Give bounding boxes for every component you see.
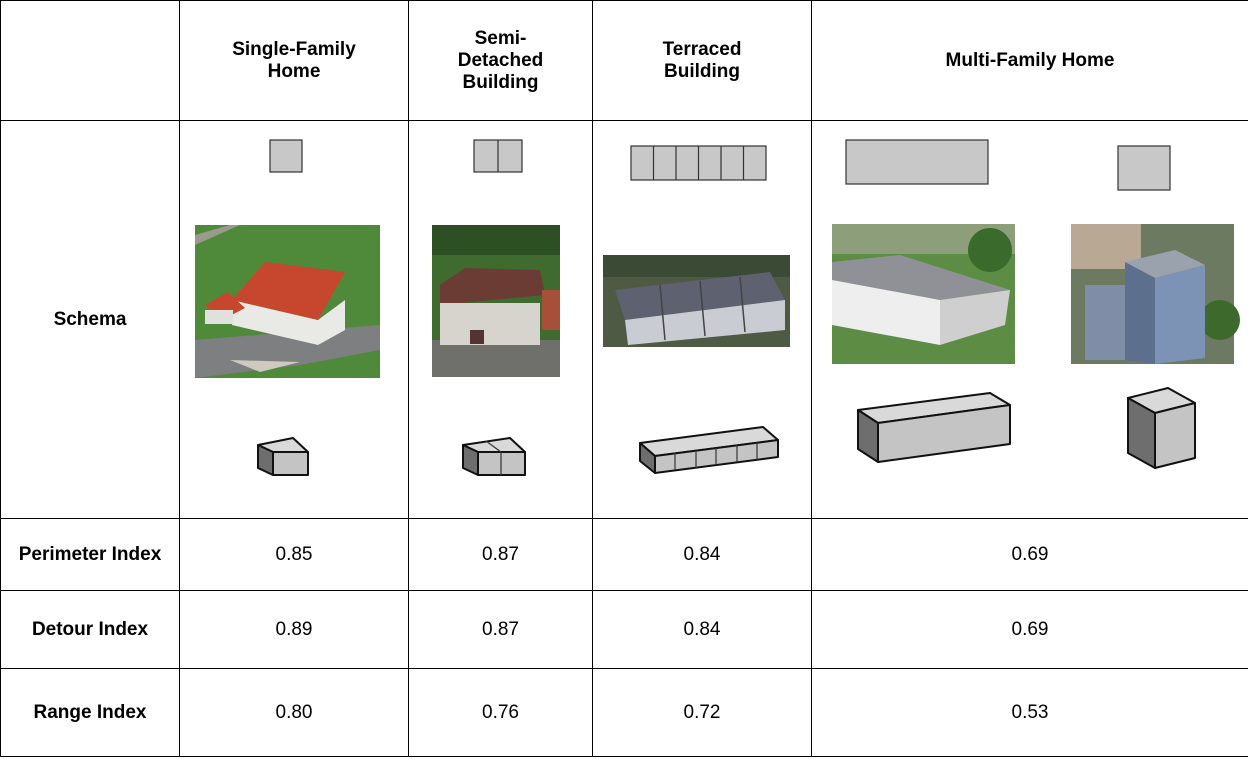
column-header: Terraced Building: [592, 0, 812, 121]
cell-value: 0.69: [811, 518, 1248, 591]
cell-value: 0.53: [811, 668, 1248, 757]
cell-value: 0.87: [408, 590, 593, 669]
data-row: Range Index 0.80 0.76 0.72 0.53: [0, 668, 1248, 757]
row-label: Perimeter Index: [0, 518, 180, 591]
column-header: Semi-Detached Building: [408, 0, 593, 121]
cell-value: 0.84: [592, 590, 812, 669]
cell-value: 0.85: [179, 518, 409, 591]
schema-cell: [811, 120, 1248, 519]
column-header: Single-Family Home: [179, 0, 409, 121]
schema-cell: [179, 120, 409, 519]
data-row: Perimeter Index 0.85 0.87 0.84 0.69: [0, 518, 1248, 591]
corner-cell: [0, 0, 180, 121]
schema-cell: [408, 120, 593, 519]
data-row: Detour Index 0.89 0.87 0.84 0.69: [0, 590, 1248, 669]
schema-cell: [592, 120, 812, 519]
cell-value: 0.80: [179, 668, 409, 757]
cell-value: 0.84: [592, 518, 812, 591]
row-label: Range Index: [0, 668, 180, 757]
schema-row: Schema: [0, 120, 1248, 519]
cell-value: 0.87: [408, 518, 593, 591]
cell-value: 0.72: [592, 668, 812, 757]
column-header: Multi-Family Home: [811, 0, 1248, 121]
cell-value: 0.76: [408, 668, 593, 757]
row-label: Detour Index: [0, 590, 180, 669]
row-label: Schema: [0, 120, 180, 519]
cell-value: 0.89: [179, 590, 409, 669]
cell-value: 0.69: [811, 590, 1248, 669]
header-row: Single-Family Home Semi-Detached Buildin…: [0, 0, 1248, 121]
